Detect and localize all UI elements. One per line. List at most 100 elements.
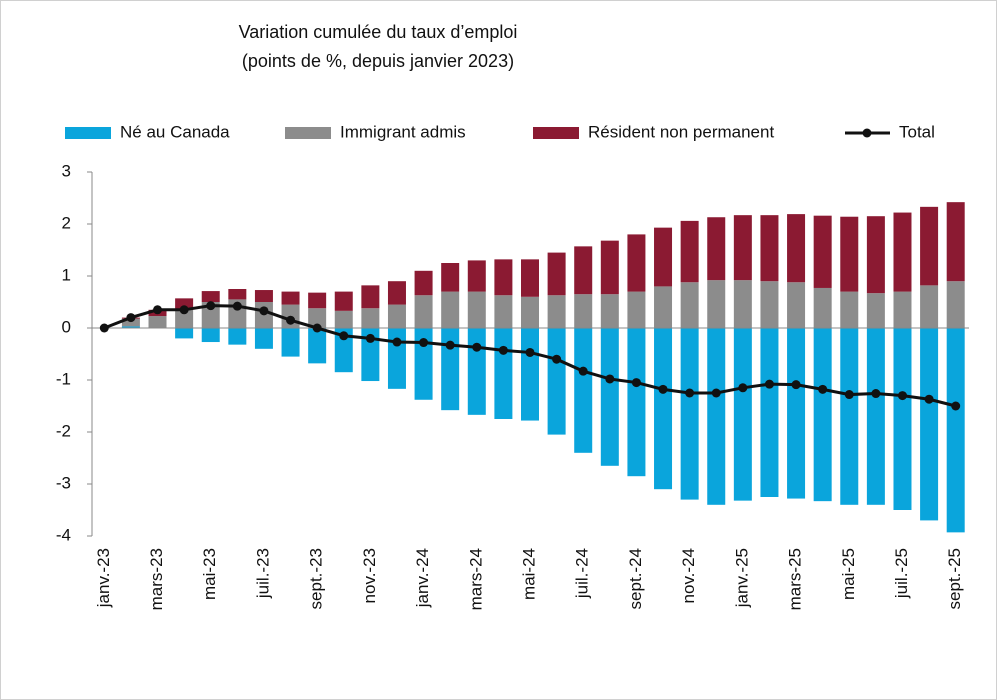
y-tick-label: 0 [62,317,71,336]
bar [920,328,939,521]
bar [680,328,699,500]
bar [946,202,965,282]
legend-label: Total [899,122,935,141]
y-tick-label: -2 [56,421,71,440]
bar [920,206,939,286]
bar [707,280,726,328]
line-marker [312,323,322,333]
bar [787,328,806,499]
x-tick-label: janv.-25 [732,548,751,608]
line-marker [791,380,801,390]
legend-swatch [533,127,579,139]
bar [547,295,566,328]
line-marker [844,390,854,400]
line-marker [472,342,482,352]
bar [946,328,965,533]
bar [760,281,779,328]
bar [387,304,406,328]
bar [521,328,539,421]
x-tick-label: mai-23 [200,548,219,600]
bar [946,281,965,328]
bar [441,291,460,328]
bar [254,290,273,302]
x-tick-label: mai-25 [839,548,858,600]
bar [733,328,752,501]
bar [893,212,912,292]
bar [893,328,912,510]
line-marker [259,306,269,316]
bar [361,328,380,382]
bar [733,280,752,328]
line-marker [578,366,588,376]
chart-title: Variation cumulée du taux d’emploi [239,22,518,42]
bar [521,296,539,328]
bar [600,294,619,328]
bar [600,240,619,295]
bar [707,217,726,281]
bar [387,328,406,389]
bar [201,302,220,328]
bar [866,216,885,294]
bar [467,260,486,292]
line-marker [232,301,242,311]
line-marker [871,389,881,399]
bar [308,328,327,364]
bar [361,285,380,309]
x-tick-label: mars-24 [466,548,485,610]
x-tick-label: janv.-24 [413,548,432,608]
bar [201,328,220,343]
chart-subtitle: (points de %, depuis janvier 2023) [242,51,514,71]
bar [441,263,460,292]
line-marker [179,305,189,315]
line-marker [153,305,163,315]
x-tick-label: mars-25 [786,548,805,610]
line-marker [711,388,721,398]
bar [148,316,167,328]
bar [627,234,646,292]
bar [414,328,433,400]
bar [787,282,806,328]
x-tick-label: nov.-24 [679,548,698,603]
x-tick-label: juil.-25 [892,548,911,599]
y-tick-label: -1 [56,369,71,388]
legend-swatch [65,127,111,139]
bar [281,291,300,305]
line-marker [605,374,615,384]
bar [201,291,220,302]
line-marker [525,347,535,357]
line-marker [392,337,402,347]
bar [787,214,806,283]
bar [813,287,832,328]
line-marker [206,301,216,311]
bar [334,328,353,373]
bar [334,291,353,311]
bar [813,215,832,288]
line-marker [924,394,934,404]
bar [654,286,673,328]
bar [707,328,726,505]
line-marker [738,383,748,393]
y-tick-label: -3 [56,473,71,492]
bar [467,291,486,328]
bar [441,328,460,411]
bar [494,328,513,419]
legend-label: Résident non permanent [588,122,774,141]
bar [574,328,593,453]
x-tick-label: janv.-23 [94,548,113,608]
bar [334,310,353,328]
bar [175,328,194,339]
bar [521,259,539,297]
line-marker [685,388,695,398]
bar [920,285,939,328]
bar [893,291,912,328]
legend-marker [862,128,872,138]
bar [467,328,486,415]
x-tick-label: sept.-25 [945,548,964,609]
bar [760,215,779,282]
bar [654,227,673,287]
bar [654,328,673,490]
bar [574,246,593,295]
bar [228,289,247,300]
